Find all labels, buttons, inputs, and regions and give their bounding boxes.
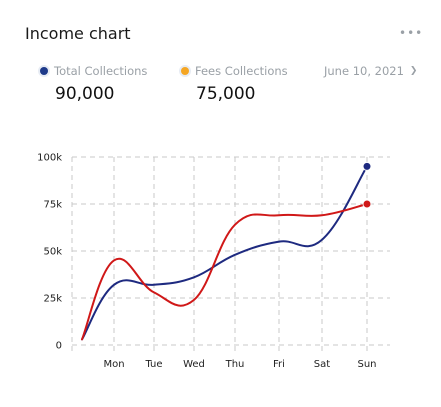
total-collections-value: 90,000 [55, 84, 115, 104]
series-end-point [363, 200, 371, 208]
legend-label-total: Total Collections [54, 64, 148, 78]
x-tick-label: Thu [225, 359, 245, 370]
legend-dot-fees [181, 67, 189, 75]
x-tick-label: Fri [273, 359, 285, 370]
x-tick-label: Mon [103, 359, 124, 370]
y-tick-label: 25k [43, 294, 62, 305]
more-dots-icon[interactable]: ••• [399, 26, 424, 40]
card-title: Income chart [25, 24, 131, 43]
y-axis-ticks: 0 25k 50k 75k 100k [37, 153, 62, 352]
legend-dot-total [40, 67, 48, 75]
series-line-total [81, 165, 368, 341]
chart-grid [71, 156, 390, 355]
date-filter-label: June 10, 2021 [324, 64, 404, 78]
y-tick-label: 50k [43, 247, 62, 258]
legend-total-collections: Total Collections [40, 64, 147, 78]
x-tick-label: Sat [314, 359, 330, 370]
legend-fees-collections: Fees Collections [181, 64, 288, 78]
chart-series [81, 161, 372, 341]
legend-label-fees: Fees Collections [195, 64, 288, 78]
x-tick-label: Tue [144, 359, 162, 370]
date-filter-dropdown[interactable]: June 10, 2021 ❯ [324, 64, 417, 78]
series-end-point [363, 162, 371, 170]
x-tick-label: Wed [183, 359, 205, 370]
x-tick-label: Sun [357, 359, 376, 370]
y-tick-label: 0 [56, 341, 62, 352]
series-line-fees [81, 203, 368, 341]
y-tick-label: 75k [43, 200, 62, 211]
fees-collections-value: 75,000 [196, 84, 256, 104]
y-tick-label: 100k [37, 153, 62, 164]
x-axis-ticks: Mon Tue Wed Thu Fri Sat Sun [103, 359, 376, 370]
chevron-down-icon: ❯ [409, 66, 418, 76]
